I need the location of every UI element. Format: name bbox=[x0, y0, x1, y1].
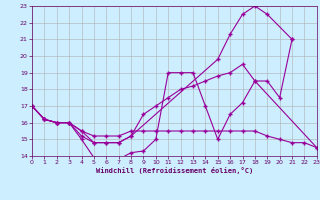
X-axis label: Windchill (Refroidissement éolien,°C): Windchill (Refroidissement éolien,°C) bbox=[96, 167, 253, 174]
